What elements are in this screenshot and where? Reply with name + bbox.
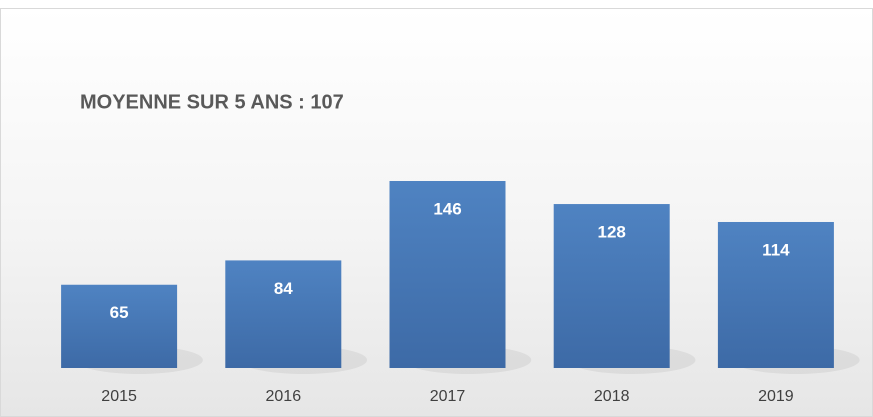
- bar: [61, 284, 178, 368]
- x-tick-label: 2015: [101, 388, 137, 405]
- x-tick-label: 2019: [758, 388, 794, 405]
- data-label: 65: [110, 303, 129, 322]
- data-label: 128: [598, 223, 626, 242]
- bar: [389, 181, 506, 368]
- data-label: 84: [274, 279, 293, 298]
- x-tick-label: 2018: [594, 388, 630, 405]
- bar: [225, 260, 342, 368]
- x-tick-label: 2016: [266, 388, 302, 405]
- x-tick-label: 2017: [430, 388, 466, 405]
- bar: [717, 221, 834, 368]
- bar: [553, 204, 670, 368]
- chart-title: MOYENNE SUR 5 ANS : 107: [80, 91, 344, 113]
- data-label: 146: [433, 199, 461, 218]
- data-label: 114: [762, 240, 790, 259]
